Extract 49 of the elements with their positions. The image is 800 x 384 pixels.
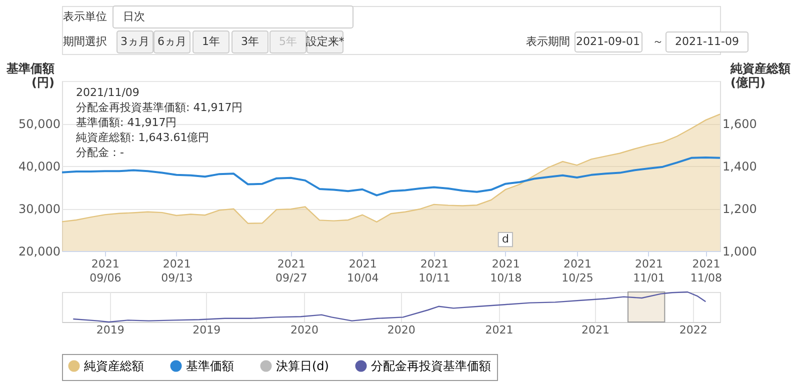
x-tick-label: 2021 xyxy=(581,324,610,336)
y-tick-label: 40,000 xyxy=(18,160,60,174)
text: 1年 xyxy=(202,35,220,48)
text: 3ヵ月 xyxy=(120,35,150,48)
text: 日次 xyxy=(123,10,145,23)
legend-label: 基準価額 xyxy=(186,359,234,373)
text: 2021-11-09 xyxy=(675,35,739,48)
text: 表示期間 xyxy=(526,35,570,48)
x-tick-label: 2022 xyxy=(679,324,708,336)
x-tick-label: 2021 11/01 xyxy=(633,258,665,284)
x-tick-label: 2020 xyxy=(290,324,319,336)
text: 3年 xyxy=(241,35,259,48)
x-tick-label: 2019 xyxy=(96,324,124,336)
legend-label: 決算日(d) xyxy=(276,359,329,373)
annotation: 分配金再投資基準価額: 41,917円 xyxy=(76,101,243,114)
x-tick-label: 2021 xyxy=(485,324,514,336)
x-tick-label: 2021 11/08 xyxy=(690,258,722,284)
x-tick-label: 2021 09/27 xyxy=(276,258,308,284)
line-series xyxy=(61,156,721,196)
annotation: d xyxy=(502,232,509,246)
annotation: 2021/11/09 xyxy=(76,86,140,99)
x-tick-label: 2021 10/04 xyxy=(347,258,379,284)
y2-tick-label: 1,400 xyxy=(722,160,757,174)
text: 6ヵ月 xyxy=(158,35,186,48)
y2-tick-label: 1,600 xyxy=(722,117,757,131)
annotation: 分配金：- xyxy=(76,146,124,159)
x-tick-label: 2021 10/25 xyxy=(562,258,594,284)
annotation: 純資産総額: 1,643.61億円 xyxy=(76,131,210,144)
x-tick-label: 2019 xyxy=(192,324,221,336)
y-tick-label: 20,000 xyxy=(18,244,60,258)
text: 期間選択 xyxy=(63,35,107,48)
x-tick-label: 2021 09/13 xyxy=(161,258,193,284)
text: 設定来* xyxy=(306,35,345,48)
y-axis-title: 基準価額 (円) xyxy=(6,62,54,90)
y2-tick-label: 1,200 xyxy=(722,202,757,216)
y2-axis-title: 純資産総額 (億円) xyxy=(730,62,790,90)
x-tick-label: 2021 10/11 xyxy=(418,258,450,284)
text: 2021-09-01 xyxy=(576,35,640,48)
x-tick-label: 2020 xyxy=(387,324,416,336)
legend-label: 純資産総額 xyxy=(84,359,144,373)
x-tick-label: 2021 09/06 xyxy=(90,258,122,284)
text: 表示単位 xyxy=(63,10,107,23)
y2-tick-label: 1,000 xyxy=(722,244,757,258)
x-tick-label: 2021 10/18 xyxy=(490,258,522,284)
y-tick-label: 30,000 xyxy=(18,202,60,216)
y-tick-label: 50,000 xyxy=(18,117,60,131)
text: ～ xyxy=(652,35,664,48)
legend-label: 分配金再投資基準価額 xyxy=(371,359,491,373)
annotation: 基準価額: 41,917円 xyxy=(76,116,177,129)
